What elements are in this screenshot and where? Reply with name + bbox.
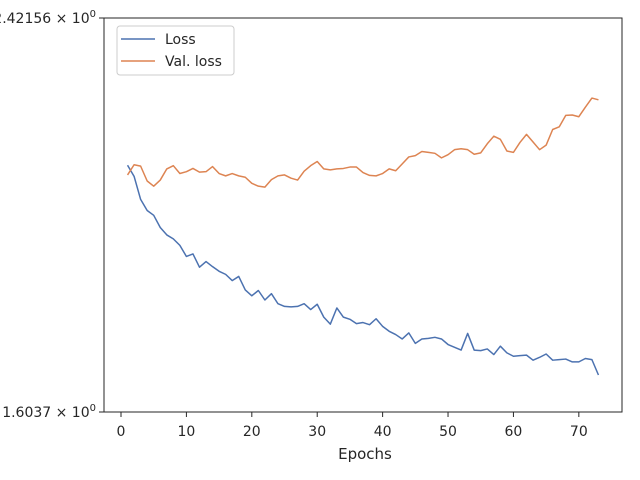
x-tick-label: 60 xyxy=(505,424,523,440)
y-tick-label: 1.6037 × 100 xyxy=(2,403,96,421)
series-line-val-loss xyxy=(126,97,599,188)
legend-label-val-loss: Val. loss xyxy=(165,54,222,70)
plot-frame xyxy=(103,17,623,413)
x-tick-label: 50 xyxy=(439,424,457,440)
legend-label-loss: Loss xyxy=(165,32,196,48)
y-axis-ticks: 2.42156 × 100 1.6037 × 100 xyxy=(0,9,104,421)
x-axis-ticks: 0 10 20 30 40 50 60 70 xyxy=(117,412,588,440)
y-tick-label: 2.42156 × 100 xyxy=(0,9,96,27)
x-tick-label: 0 xyxy=(117,424,126,440)
x-tick-label: 30 xyxy=(308,424,326,440)
x-axis-label: Epochs xyxy=(338,445,392,463)
plot-lines xyxy=(126,97,600,376)
series-line-loss xyxy=(126,164,600,376)
x-tick-label: 20 xyxy=(243,424,261,440)
x-tick-label: 40 xyxy=(374,424,392,440)
legend: Loss Val. loss xyxy=(116,25,235,76)
x-tick-label: 70 xyxy=(570,424,588,440)
x-tick-label: 10 xyxy=(177,424,195,440)
